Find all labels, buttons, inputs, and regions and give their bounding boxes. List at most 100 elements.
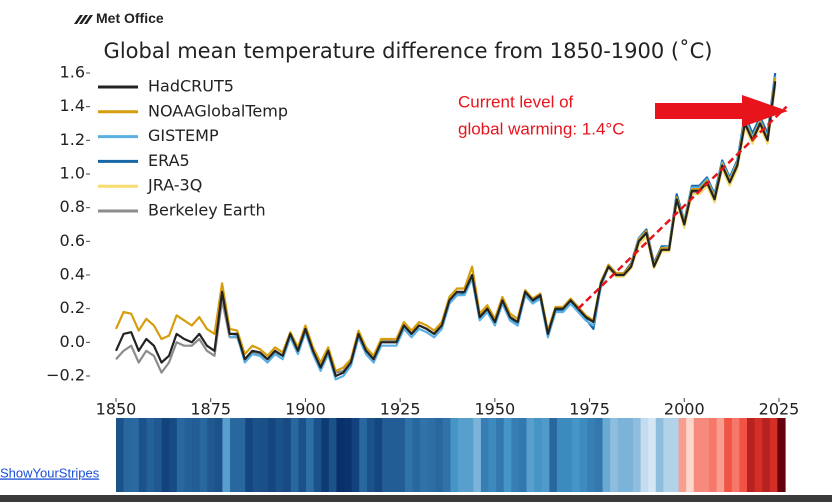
stripe — [268, 418, 277, 492]
stripe — [138, 418, 148, 492]
stripe — [503, 418, 512, 492]
y-tick-label: −0.2 — [46, 366, 85, 385]
stripe — [290, 418, 300, 492]
stripe — [230, 418, 239, 492]
annotation-arrow — [655, 95, 788, 127]
stripe — [328, 418, 338, 492]
stripe — [252, 418, 262, 492]
legend-label: Berkeley Earth — [148, 201, 266, 220]
stripe — [488, 418, 497, 492]
stripe — [192, 418, 201, 492]
legend-label: GISTEMP — [148, 126, 219, 145]
stripe — [207, 418, 216, 492]
stripe — [731, 418, 740, 492]
stripe — [344, 418, 353, 492]
annotation: Current level of — [458, 92, 574, 111]
stripe — [572, 418, 581, 492]
stripe — [404, 418, 414, 492]
stripe — [648, 418, 657, 492]
y-tick-label: 0.0 — [60, 332, 85, 351]
stripe — [397, 418, 406, 492]
logo: Met Office — [74, 10, 164, 26]
stripe — [161, 418, 170, 492]
stripe — [366, 418, 376, 492]
y-tick-label: 1.0 — [60, 164, 85, 183]
plot-area: −0.2 0.0 0.2 0.4 0.6 0.8 1.0 1.2 1.4 1.6 1850 1875 1… — [46, 63, 800, 492]
stripe — [465, 418, 474, 492]
stripe — [351, 418, 360, 492]
stripe — [556, 418, 566, 492]
y-tick-label: 0.6 — [60, 231, 85, 250]
stripe — [154, 418, 163, 492]
stripe — [602, 418, 611, 492]
stripe — [724, 418, 733, 492]
y-tick-label: 1.4 — [60, 96, 85, 115]
stripe — [670, 418, 680, 492]
annotation: global warming: 1.4°C — [458, 119, 625, 138]
stripe — [199, 418, 208, 492]
stripe — [564, 418, 573, 492]
stripe — [655, 418, 664, 492]
x-tick-label: 1950 — [474, 400, 515, 419]
stripe — [617, 418, 626, 492]
stripe — [245, 418, 254, 492]
stripe — [283, 418, 292, 492]
bottom-bar — [0, 495, 832, 502]
stripe — [146, 418, 155, 492]
stripe — [306, 418, 315, 492]
stripe — [420, 418, 429, 492]
stripe — [458, 418, 467, 492]
stripe — [534, 418, 543, 492]
stripe — [739, 418, 748, 492]
stripe — [116, 418, 125, 492]
stripe — [359, 418, 368, 492]
y-tick-label: 0.2 — [60, 298, 85, 317]
x-tick-label: 1925 — [380, 400, 421, 419]
stripe — [716, 418, 725, 492]
brand: Met Office — [96, 10, 164, 26]
stripe — [678, 418, 687, 492]
stripe — [541, 418, 550, 492]
stripe — [222, 418, 231, 492]
stripe — [632, 418, 642, 492]
stripe — [769, 418, 778, 492]
stripe — [435, 418, 444, 492]
stripe — [442, 418, 452, 492]
series-line — [114, 77, 777, 372]
stripe — [746, 418, 756, 492]
stripe — [374, 418, 383, 492]
chart-title: Global mean temperature difference from … — [104, 39, 713, 63]
stripe — [701, 418, 710, 492]
stripe — [131, 418, 140, 492]
trend-line — [577, 105, 788, 310]
stripe — [169, 418, 178, 492]
stripe — [427, 418, 436, 492]
stripe — [176, 418, 186, 492]
stripe — [693, 418, 702, 492]
y-tick-label: 1.6 — [60, 63, 85, 82]
stripe — [260, 418, 269, 492]
stripe — [237, 418, 246, 492]
series-line — [114, 81, 777, 378]
y-tick-label: 1.2 — [60, 130, 85, 149]
stripe — [686, 418, 695, 492]
stripe — [275, 418, 284, 492]
stripe — [412, 418, 421, 492]
stripe — [214, 418, 224, 492]
stripe — [610, 418, 619, 492]
x-tick-label: 2025 — [759, 400, 800, 419]
stripes-link[interactable]: ShowYourStripes — [0, 465, 100, 480]
stripe — [389, 418, 398, 492]
stripe — [526, 418, 535, 492]
stripe — [480, 418, 490, 492]
stripe — [321, 418, 330, 492]
stripe — [594, 418, 604, 492]
legend-label: NOAAGlobalTemp — [148, 101, 288, 120]
stripe — [313, 418, 322, 492]
legend-label: JRA-3Q — [147, 176, 202, 195]
stripe — [382, 418, 391, 492]
x-tick-label: 1850 — [96, 400, 137, 419]
stripe — [777, 418, 786, 492]
logo-icon — [74, 15, 93, 24]
